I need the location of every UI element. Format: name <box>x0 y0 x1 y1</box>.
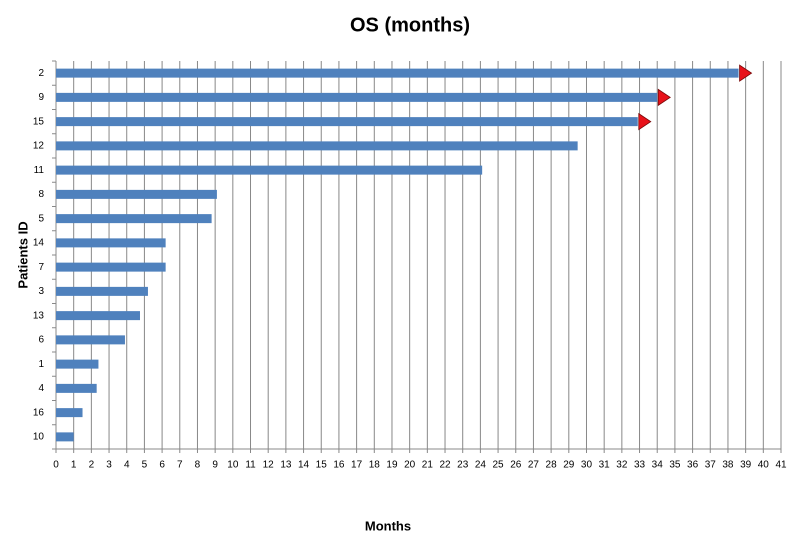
y-tick-label: 15 <box>33 116 45 127</box>
y-tick-label: 11 <box>34 165 45 176</box>
y-tick-label: 9 <box>38 92 44 103</box>
x-tick-label: 36 <box>687 460 699 471</box>
y-tick-label: 12 <box>33 141 45 152</box>
x-tick-label: 1 <box>71 460 77 471</box>
ongoing-arrow <box>739 64 753 82</box>
x-tick-label: 37 <box>705 460 717 471</box>
x-tick-label: 2 <box>89 460 95 471</box>
x-tick-label: 33 <box>634 460 646 471</box>
x-tick-label: 30 <box>581 460 593 471</box>
bar <box>56 359 99 369</box>
x-tick-label: 38 <box>722 460 734 471</box>
x-tick-label: 26 <box>510 460 522 471</box>
x-tick-label: 12 <box>263 460 275 471</box>
x-tick-label: 19 <box>386 460 398 471</box>
bar <box>56 408 83 418</box>
x-tick-label: 5 <box>142 460 148 471</box>
y-tick-label: 3 <box>38 286 44 297</box>
x-tick-label: 8 <box>195 460 201 471</box>
y-tick-label: 16 <box>33 407 45 418</box>
bar <box>56 335 125 345</box>
x-tick-label: 20 <box>404 460 416 471</box>
y-tick-label: 13 <box>33 310 45 321</box>
x-tick-label: 23 <box>457 460 469 471</box>
x-tick-label: 9 <box>212 460 218 471</box>
x-tick-label: 21 <box>422 460 434 471</box>
bar <box>56 214 212 224</box>
x-tick-label: 14 <box>298 460 310 471</box>
y-tick-label: 2 <box>38 68 44 79</box>
x-tick-label: 16 <box>333 460 345 471</box>
x-tick-label: 34 <box>652 460 664 471</box>
x-tick-label: 25 <box>493 460 505 471</box>
x-tick-label: 7 <box>177 460 183 471</box>
x-tick-label: 39 <box>740 460 752 471</box>
bar <box>56 68 739 78</box>
x-tick-label: 40 <box>758 460 770 471</box>
x-tick-label: 41 <box>775 460 787 471</box>
bar <box>56 286 148 296</box>
x-tick-label: 24 <box>475 460 487 471</box>
x-tick-label: 31 <box>599 460 611 471</box>
bar <box>56 311 140 321</box>
x-tick-label: 22 <box>439 460 451 471</box>
x-tick-label: 28 <box>546 460 558 471</box>
y-tick-label: 14 <box>33 238 45 249</box>
y-tick-label: 1 <box>38 359 44 370</box>
bar <box>56 117 638 127</box>
x-tick-label: 4 <box>124 460 130 471</box>
y-tick-label: 10 <box>33 432 45 443</box>
x-tick-label: 18 <box>369 460 381 471</box>
bar <box>56 432 74 442</box>
y-tick-label: 8 <box>38 189 44 200</box>
x-tick-label: 10 <box>227 460 239 471</box>
x-tick-label: 17 <box>351 460 363 471</box>
chart-title: OS (months) <box>350 14 470 36</box>
y-tick-label: 6 <box>38 335 44 346</box>
x-tick-label: 27 <box>528 460 540 471</box>
bar <box>56 383 97 393</box>
y-tick-label: 7 <box>38 262 44 273</box>
y-tick-label: 5 <box>38 213 44 224</box>
bar <box>56 189 217 199</box>
x-tick-label: 32 <box>616 460 628 471</box>
x-tick-label: 11 <box>245 460 256 471</box>
bar <box>56 262 166 272</box>
bar <box>56 92 658 102</box>
bar <box>56 238 166 248</box>
x-tick-label: 0 <box>53 460 59 471</box>
x-tick-label: 29 <box>563 460 575 471</box>
ongoing-arrow <box>657 88 671 107</box>
x-tick-label: 13 <box>280 460 292 471</box>
x-tick-label: 6 <box>159 460 165 471</box>
x-tick-label: 3 <box>106 460 112 471</box>
x-tick-label: 15 <box>316 460 328 471</box>
bar <box>56 141 578 151</box>
x-axis-label: Months <box>365 518 411 533</box>
ongoing-arrow <box>638 112 652 131</box>
y-axis-label: Patients ID <box>15 221 30 288</box>
y-tick-label: 4 <box>38 383 44 394</box>
bar <box>56 165 483 175</box>
x-tick-label: 35 <box>669 460 681 471</box>
